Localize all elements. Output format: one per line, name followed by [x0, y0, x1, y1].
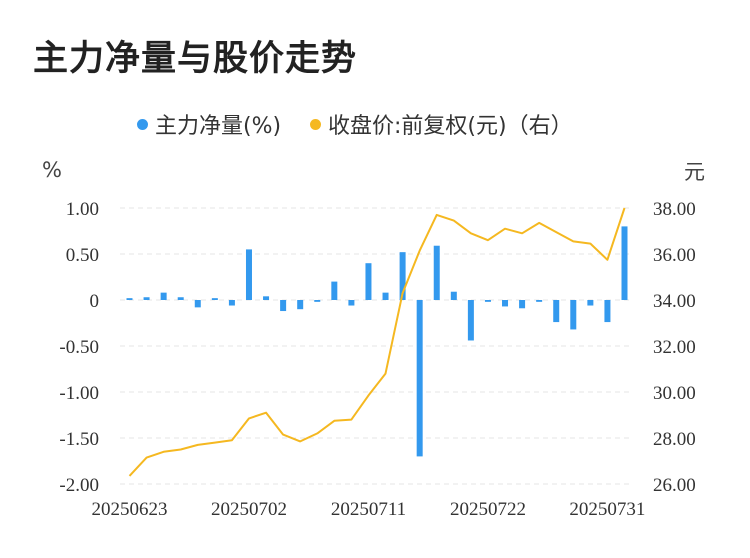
left-axis-tick-label: -0.50	[59, 337, 99, 358]
net-bar	[245, 249, 252, 300]
right-axis-tick-label: 34.00	[653, 291, 696, 312]
left-axis-tick-label: 0.50	[66, 245, 99, 266]
legend: 主力净量(%) 收盘价:前复权(元)（右）	[0, 108, 750, 142]
right-axis-tick-label: 28.00	[653, 429, 696, 450]
net-bar	[263, 296, 270, 300]
legend-item-net[interactable]: 主力净量(%)	[137, 108, 281, 140]
net-bar	[399, 252, 406, 300]
x-axis-tick-label: 20250722	[450, 499, 526, 520]
right-axis-tick-label: 36.00	[653, 245, 696, 266]
net-bar	[126, 298, 133, 300]
net-bar	[587, 300, 594, 306]
net-bar	[467, 300, 474, 341]
net-bar	[297, 300, 304, 310]
right-axis-unit: 元	[684, 160, 705, 184]
right-axis-tick-label: 32.00	[653, 337, 696, 358]
x-axis-tick-label: 20250702	[211, 499, 287, 520]
x-axis-tick-label: 20250731	[569, 499, 645, 520]
right-axis-tick-label: 38.00	[653, 199, 696, 220]
net-bar	[228, 300, 235, 306]
net-bar	[416, 300, 423, 457]
net-bar	[143, 297, 150, 300]
net-bar	[502, 300, 509, 307]
left-axis-tick-label: 0	[90, 291, 100, 312]
price-line	[128, 207, 626, 477]
net-bar	[433, 245, 440, 300]
left-axis-tick-label: -1.00	[59, 383, 99, 404]
left-axis-tick-label: -1.50	[59, 429, 99, 450]
net-bar	[177, 297, 184, 300]
chart-title: 主力净量与股价走势	[33, 39, 358, 79]
x-axis-tick-label: 20250711	[331, 499, 406, 520]
net-bar	[160, 292, 167, 300]
net-bar	[553, 300, 560, 323]
net-bar	[194, 300, 201, 308]
net-bar	[314, 300, 321, 302]
net-bar	[211, 298, 218, 300]
net-bar	[382, 292, 389, 300]
legend-price-dot-icon	[310, 118, 321, 130]
x-axis-tick-label: 20250623	[92, 499, 168, 520]
net-bar	[604, 300, 611, 323]
right-axis-tick-label: 26.00	[653, 475, 696, 496]
net-bar	[519, 300, 526, 309]
net-bar	[365, 263, 372, 300]
left-axis-unit: %	[42, 158, 62, 182]
net-bar	[570, 300, 577, 330]
right-axis-tick-label: 30.00	[653, 383, 696, 404]
legend-net-label: 主力净量(%)	[155, 114, 282, 139]
net-bar	[331, 281, 338, 300]
net-bar	[484, 300, 491, 302]
net-bar	[621, 226, 628, 300]
legend-item-price[interactable]: 收盘价:前复权(元)（右）	[310, 108, 573, 140]
left-axis-tick-label: 1.00	[66, 199, 99, 220]
net-bar	[280, 300, 287, 312]
net-bar	[348, 300, 355, 306]
left-axis-tick-label: -2.00	[59, 475, 99, 496]
net-bar	[450, 291, 457, 300]
net-bar	[536, 300, 543, 302]
legend-net-dot-icon	[137, 118, 148, 130]
legend-price-label: 收盘价:前复权(元)（右）	[328, 114, 573, 139]
